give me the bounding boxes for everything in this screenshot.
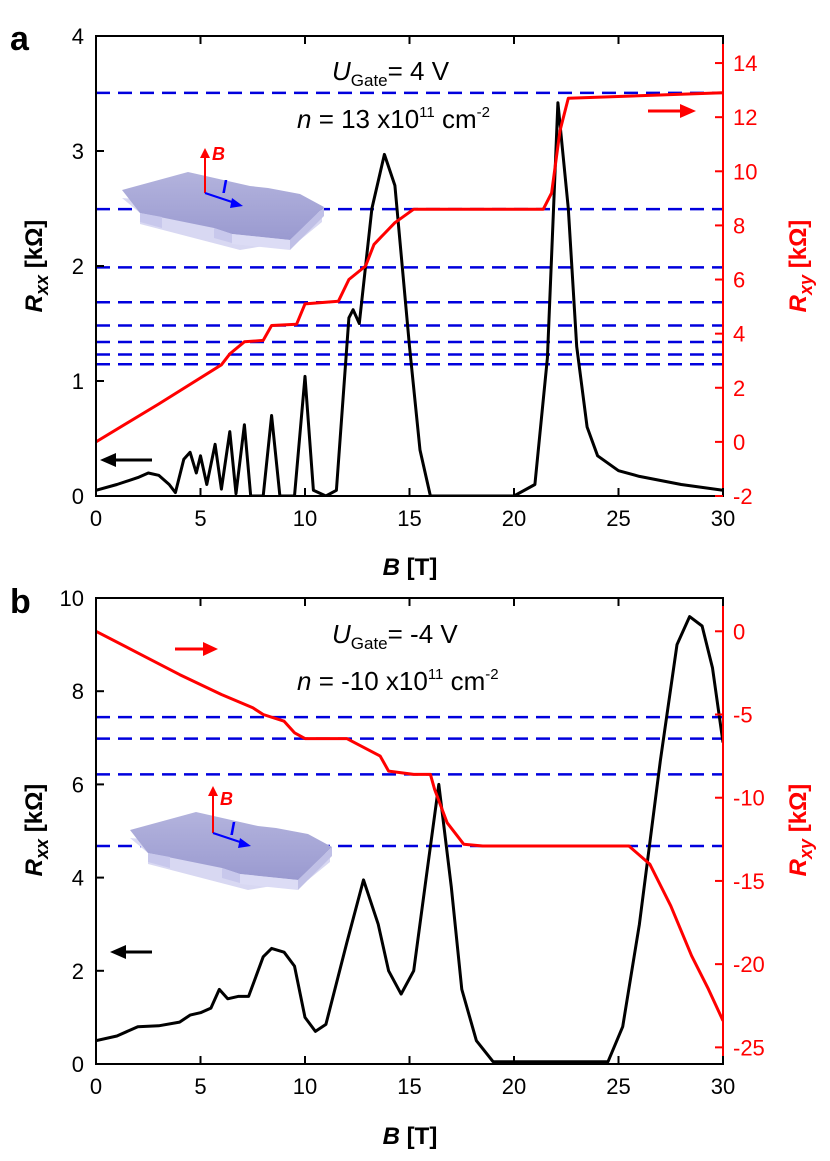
data-area-a [96,91,723,496]
y-left-tick-label-a-4: 4 [72,24,84,49]
y-right-tick-label-a-8: 14 [733,51,757,76]
x-tick-label-b-1: 5 [194,1074,206,1099]
panel-b: b 0 5 10 15 20 25 30 0 2 4 6 8 10 -25 -20 -15 -10 -5 0 B [… [10,583,816,1150]
right-axis-arrow-a [648,104,696,118]
y-left-tick-label-b-0: 0 [72,1052,84,1077]
x-tick-label-b-2: 10 [293,1074,317,1099]
rxy-series-b [96,629,723,1022]
data-area-b [96,615,723,1064]
y-right-tick-label-a-0: -2 [733,484,753,509]
left-axis-arrow-a [100,453,152,467]
y-right-tick-label-a-4: 6 [733,268,745,293]
x-tick-label-a-1: 5 [194,506,206,531]
x-tick-label-b-5: 25 [606,1074,630,1099]
axis-ticks-b: 0 5 10 15 20 25 30 0 2 4 6 8 10 -25 -20 -15 -10 -5 0 [60,586,765,1099]
inset-b-label-b: B [220,789,233,809]
annotation-gate-voltage-a: UGate= 4 V [332,56,450,90]
right-axis-arrow-b [175,642,218,656]
x-tick-label-a-5: 25 [606,506,630,531]
inset-i-label-b: I [230,819,236,839]
annotation-density-a: n = 13 x1011 cm-2 [297,104,490,134]
y-axis-right-label-a: Rxy [kΩ] [785,220,816,313]
x-tick-label-b-6: 30 [711,1074,735,1099]
x-tick-label-a-0: 0 [90,506,102,531]
x-tick-label-a-4: 20 [502,506,526,531]
y-right-tick-label-b-1: -20 [733,952,765,977]
y-axis-left-label-a: Rxx [kΩ] [21,220,52,313]
y-left-tick-label-a-3: 3 [72,139,84,164]
annotation-density-b: n = -10 x1011 cm-2 [297,666,499,696]
x-axis-label-b: B [T] [383,1123,438,1150]
y-left-tick-label-b-1: 2 [72,959,84,984]
x-tick-label-b-0: 0 [90,1074,102,1099]
panel-label-b: b [10,583,31,621]
rxy-series-a [96,91,723,444]
y-left-tick-label-b-4: 8 [72,679,84,704]
y-left-tick-label-b-5: 10 [60,586,84,611]
y-right-tick-label-a-5: 8 [733,213,745,238]
rxx-series-a [96,101,723,496]
x-tick-label-b-3: 15 [397,1074,421,1099]
x-axis-label-a: B [T] [383,554,438,581]
panel-label-a: a [10,20,30,58]
y-right-tick-label-a-1: 0 [733,430,745,455]
device-inset-a: B I [122,144,324,250]
annotation-gate-voltage-b: UGate= -4 V [332,619,458,653]
y-left-tick-label-a-1: 1 [72,369,84,394]
left-axis-arrow-b [110,945,152,959]
y-right-tick-label-a-6: 10 [733,159,757,184]
y-right-tick-label-a-7: 12 [733,105,757,130]
x-tick-label-b-4: 20 [502,1074,526,1099]
x-tick-label-a-2: 10 [293,506,317,531]
x-tick-label-a-3: 15 [397,506,421,531]
y-left-tick-label-a-0: 0 [72,484,84,509]
y-right-tick-label-b-0: -25 [733,1035,765,1060]
y-right-tick-label-b-5: 0 [733,619,745,644]
y-right-tick-label-a-3: 4 [733,322,745,347]
rxx-series-b [96,615,723,1064]
y-left-tick-label-a-2: 2 [72,254,84,279]
y-right-tick-label-b-2: -15 [733,869,765,894]
y-right-tick-label-b-3: -10 [733,786,765,811]
y-axis-right-label-b: Rxy [kΩ] [785,784,816,877]
inset-b-label-a: B [212,144,225,164]
x-tick-label-a-6: 30 [711,506,735,531]
y-left-tick-label-b-3: 6 [72,772,84,797]
y-axis-left-label-b: Rxx [kΩ] [21,784,52,877]
y-right-tick-label-b-4: -5 [733,703,753,728]
y-left-tick-label-b-2: 4 [72,866,84,891]
inset-i-label-a: I [222,177,228,197]
device-inset-b: B I [130,786,332,890]
y-right-tick-label-a-2: 2 [733,376,745,401]
